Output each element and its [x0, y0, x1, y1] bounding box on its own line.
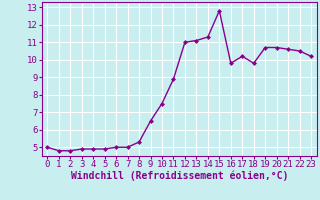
X-axis label: Windchill (Refroidissement éolien,°C): Windchill (Refroidissement éolien,°C): [70, 171, 288, 181]
